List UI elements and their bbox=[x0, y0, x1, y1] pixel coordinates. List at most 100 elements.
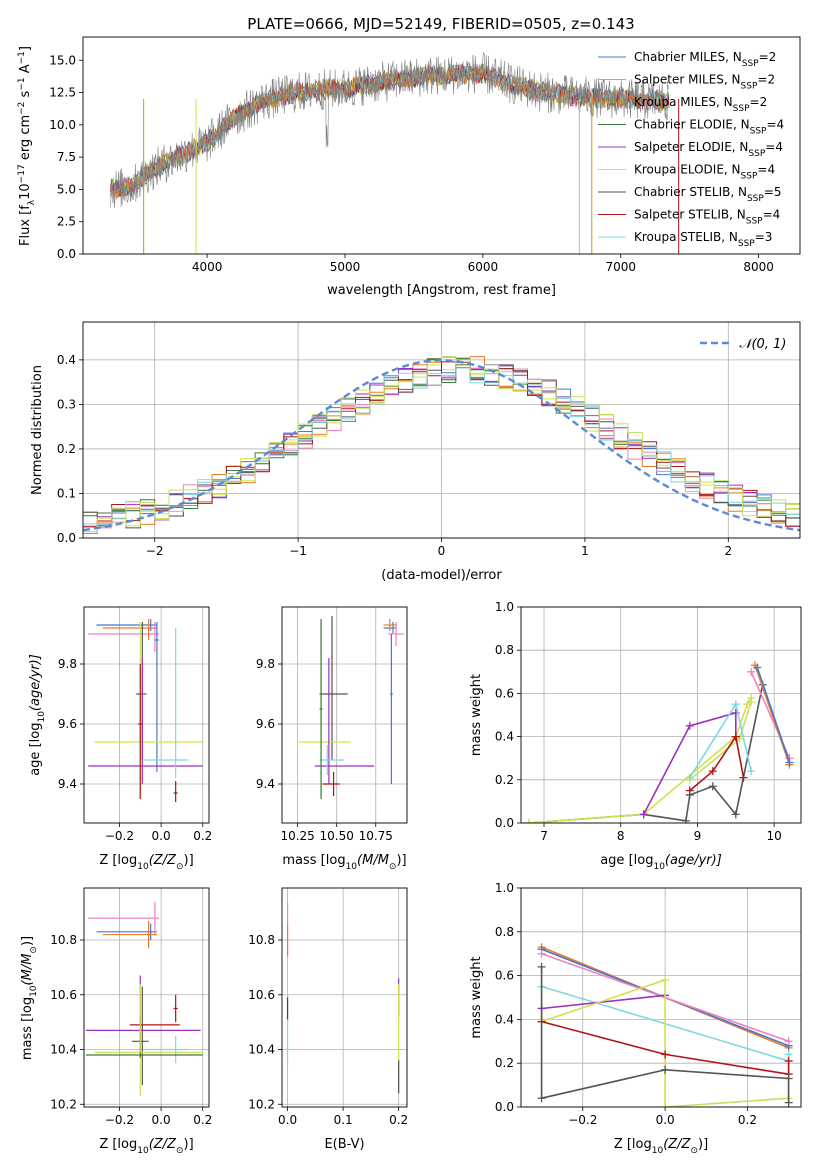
y-tick-label: 0.2 bbox=[495, 773, 514, 787]
mass-weight-marker bbox=[661, 975, 670, 984]
mass-weight-marker bbox=[681, 816, 690, 823]
mass-weight-marker bbox=[747, 667, 756, 676]
x-tick-label: 7000 bbox=[605, 260, 636, 274]
observed-spectrum-line bbox=[110, 52, 669, 208]
x-tick-label: 6000 bbox=[468, 260, 499, 274]
mass-weight-marker bbox=[731, 732, 740, 741]
mass-weight-marker bbox=[685, 773, 694, 782]
mass-weight-line bbox=[642, 711, 737, 815]
x-tick-label: 5000 bbox=[330, 260, 361, 274]
x-tick-label: −1 bbox=[289, 544, 307, 558]
y-axis-label: mass weight bbox=[469, 956, 484, 1038]
panel-spectrum: 4000 5000 6000 7000 8000 0.0 2.5 5.0 7.5 10.0 12.5… bbox=[17, 36, 801, 298]
y-tick-label: 0.0 bbox=[57, 247, 76, 261]
y-tick-label: 10.4 bbox=[50, 1043, 77, 1057]
mass-weight-line bbox=[541, 1020, 790, 1076]
axes-frame bbox=[82, 36, 801, 255]
y-tick-label: 0.8 bbox=[495, 925, 514, 939]
mass-weight-line bbox=[754, 665, 791, 765]
mass-weight-marker bbox=[784, 1037, 793, 1046]
x-axis-label: age [log10(age/yr)] bbox=[600, 853, 722, 872]
y-tick-label: 0.0 bbox=[495, 1100, 514, 1114]
y-tick-label: 0.4 bbox=[495, 730, 514, 744]
y-tick-label: 0.4 bbox=[495, 1012, 514, 1026]
y-axis-label: mass weight bbox=[469, 674, 484, 756]
mass-weight-marker bbox=[537, 962, 546, 971]
x-axis-label: Z [log10(Z/Z⊙)] bbox=[99, 1137, 193, 1156]
x-tick-label: 0.2 bbox=[193, 1113, 212, 1127]
x-tick-label: 0.0 bbox=[152, 829, 171, 843]
axes-frame bbox=[82, 321, 801, 539]
mass-weight-line bbox=[665, 1097, 789, 1107]
plot-area bbox=[86, 901, 203, 1097]
y-tick-label: 1.0 bbox=[495, 881, 514, 895]
legend-label: Salpeter STELIB, NSSP=4 bbox=[634, 208, 780, 227]
legend-label: 𝒩(0, 1) bbox=[739, 337, 786, 352]
x-tick-label: 7 bbox=[540, 829, 548, 843]
y-tick-label: 0.6 bbox=[495, 969, 514, 983]
figure-title: PLATE=0666, MJD=52149, FIBERID=0505, z=0… bbox=[247, 15, 634, 33]
axes-frame bbox=[281, 887, 408, 1108]
mass-weight-marker bbox=[537, 1094, 546, 1103]
y-axis-label: mass [log10(M/M⊙)] bbox=[20, 936, 39, 1060]
axes-frame bbox=[83, 887, 210, 1108]
axes-frame bbox=[520, 887, 802, 1108]
legend-label: Chabrier MILES, NSSP=2 bbox=[634, 50, 776, 69]
mass-weight-line bbox=[756, 667, 791, 763]
x-tick-label: 4000 bbox=[192, 260, 223, 274]
x-axis-label: Z [log10(Z/Z⊙)] bbox=[614, 1137, 708, 1156]
mass-weight-marker bbox=[731, 810, 740, 819]
x-tick-label: 0.1 bbox=[334, 1113, 353, 1127]
plot-area bbox=[286, 901, 400, 1094]
y-tick-label: 10.6 bbox=[248, 988, 275, 1002]
panel-residuals: −2 −1 0 1 2 0.0 0.1 0.2 0.3 0.4 𝒩(0, 1) (data-model… bbox=[30, 321, 801, 583]
y-axis-label: Flux [fλ10−17 erg cm−2 s−1 A−1] bbox=[17, 46, 37, 246]
mass-weight-marker bbox=[537, 949, 546, 958]
plot-area bbox=[110, 52, 680, 254]
mass-weight-marker bbox=[784, 1074, 793, 1083]
x-tick-label: 8 bbox=[617, 829, 625, 843]
y-tick-label: 0.4 bbox=[57, 353, 76, 367]
plot-area bbox=[299, 616, 404, 799]
y-tick-label: 9.4 bbox=[58, 777, 77, 791]
y-tick-label: 9.8 bbox=[256, 657, 275, 671]
mass-weight-marker bbox=[661, 1103, 670, 1107]
x-tick-label: 0.2 bbox=[193, 829, 212, 843]
model-spectrum-line bbox=[110, 64, 670, 200]
legend-label: Kroupa STELIB, NSSP=3 bbox=[634, 230, 772, 249]
y-tick-label: 0.0 bbox=[57, 531, 76, 545]
y-tick-label: 9.8 bbox=[58, 657, 77, 671]
y-tick-label: 7.5 bbox=[57, 150, 76, 164]
x-tick-label: −0.2 bbox=[568, 1113, 597, 1127]
mass-weight-marker bbox=[661, 1065, 670, 1074]
mass-weight-marker bbox=[739, 773, 748, 782]
x-tick-label: 0.0 bbox=[278, 1113, 297, 1127]
x-axis-label: (data-model)/error bbox=[381, 568, 502, 583]
y-tick-label: 9.4 bbox=[256, 777, 275, 791]
y-tick-label: 10.8 bbox=[248, 933, 275, 947]
x-tick-label: 2 bbox=[724, 544, 732, 558]
legend-label: Salpeter MILES, NSSP=2 bbox=[634, 73, 775, 92]
x-tick-label: 0.0 bbox=[152, 1113, 171, 1127]
y-tick-label: 10.2 bbox=[248, 1097, 275, 1111]
plot-area bbox=[537, 943, 793, 1107]
y-tick-label: 10.4 bbox=[248, 1043, 275, 1057]
y-tick-label: 0.6 bbox=[495, 686, 514, 700]
axes-frame bbox=[281, 606, 408, 824]
y-tick-label: 10.2 bbox=[50, 1097, 77, 1111]
y-axis-label: age [log10(age/yr)] bbox=[28, 654, 47, 776]
mass-weight-marker bbox=[708, 767, 717, 776]
axes-frame bbox=[83, 606, 210, 824]
y-tick-label: 12.5 bbox=[49, 86, 76, 100]
plot-area bbox=[83, 356, 800, 534]
mass-weight-marker bbox=[747, 698, 756, 707]
x-tick-label: 10 bbox=[767, 829, 782, 843]
legend-label: Chabrier ELODIE, NSSP=4 bbox=[634, 118, 784, 137]
y-tick-label: 0.1 bbox=[57, 486, 76, 500]
legend-label: Chabrier STELIB, NSSP=5 bbox=[634, 185, 782, 204]
y-tick-label: 0.8 bbox=[495, 643, 514, 657]
x-tick-label: 8000 bbox=[743, 260, 774, 274]
x-axis-label: E(B-V) bbox=[324, 1137, 364, 1152]
panel-massweight-vs-Z: −0.2 0.0 0.2 0.0 0.2 0.4 0.6 0.8 1.0 mass weight Z… bbox=[469, 881, 802, 1156]
x-tick-label: 10.50 bbox=[320, 829, 354, 843]
